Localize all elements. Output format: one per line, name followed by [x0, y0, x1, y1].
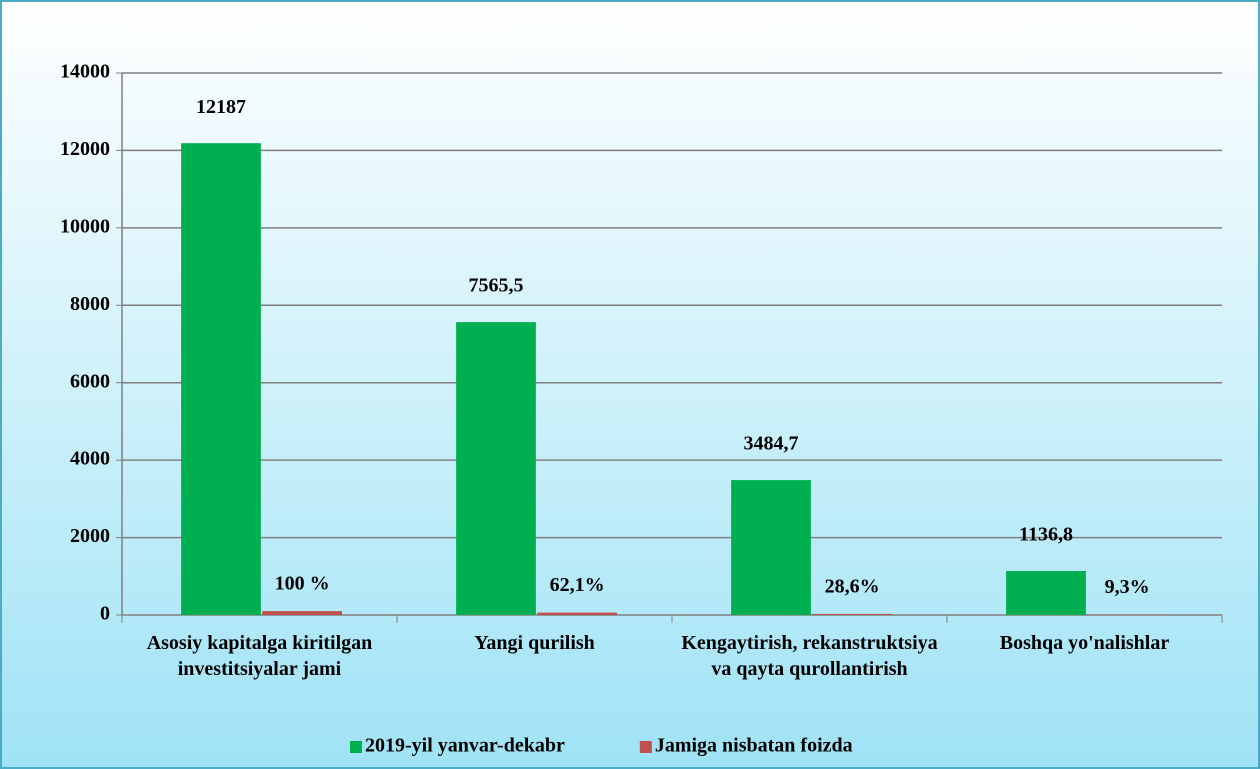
- y-tick-label: 8000: [70, 293, 110, 315]
- y-tick-label: 0: [100, 603, 110, 625]
- y-tick-label: 10000: [60, 215, 110, 237]
- data-label: 9,3%: [1105, 576, 1150, 598]
- legend-label: Jamiga nisbatan foizda: [655, 735, 853, 757]
- data-label: 7565,5: [469, 275, 524, 297]
- bar: [731, 480, 811, 615]
- y-tick-label: 14000: [60, 61, 110, 83]
- data-label: 100 %: [275, 573, 330, 595]
- data-label: 12187: [196, 96, 246, 118]
- bar: [181, 143, 261, 615]
- legend-swatch: [639, 741, 652, 753]
- bar: [456, 322, 536, 615]
- legend-label: 2019-yil yanvar-dekabr: [365, 735, 565, 757]
- data-label: 62,1%: [550, 574, 605, 596]
- y-tick-label: 12000: [60, 138, 110, 160]
- x-tick-label: Yangi qurilish: [474, 632, 595, 654]
- bar: [262, 611, 342, 615]
- data-label: 1136,8: [1019, 524, 1073, 546]
- y-tick-label: 6000: [70, 370, 110, 392]
- y-tick-label: 4000: [70, 448, 110, 470]
- data-label: 28,6%: [825, 575, 880, 597]
- bar: [1006, 570, 1086, 615]
- legend-swatch: [350, 741, 362, 753]
- bar: [812, 613, 892, 615]
- x-tick-label: Asosiy kapitalga kiritilgan investitsiya…: [146, 632, 373, 680]
- x-tick-label: Boshqa yo'nalishlar: [999, 632, 1170, 654]
- y-tick-label: 2000: [70, 525, 110, 547]
- data-label: 3484,7: [744, 433, 799, 455]
- x-tick-label: Kengaytirish, rekanstruktsiya va qayta q…: [681, 632, 938, 680]
- bar: [537, 612, 617, 615]
